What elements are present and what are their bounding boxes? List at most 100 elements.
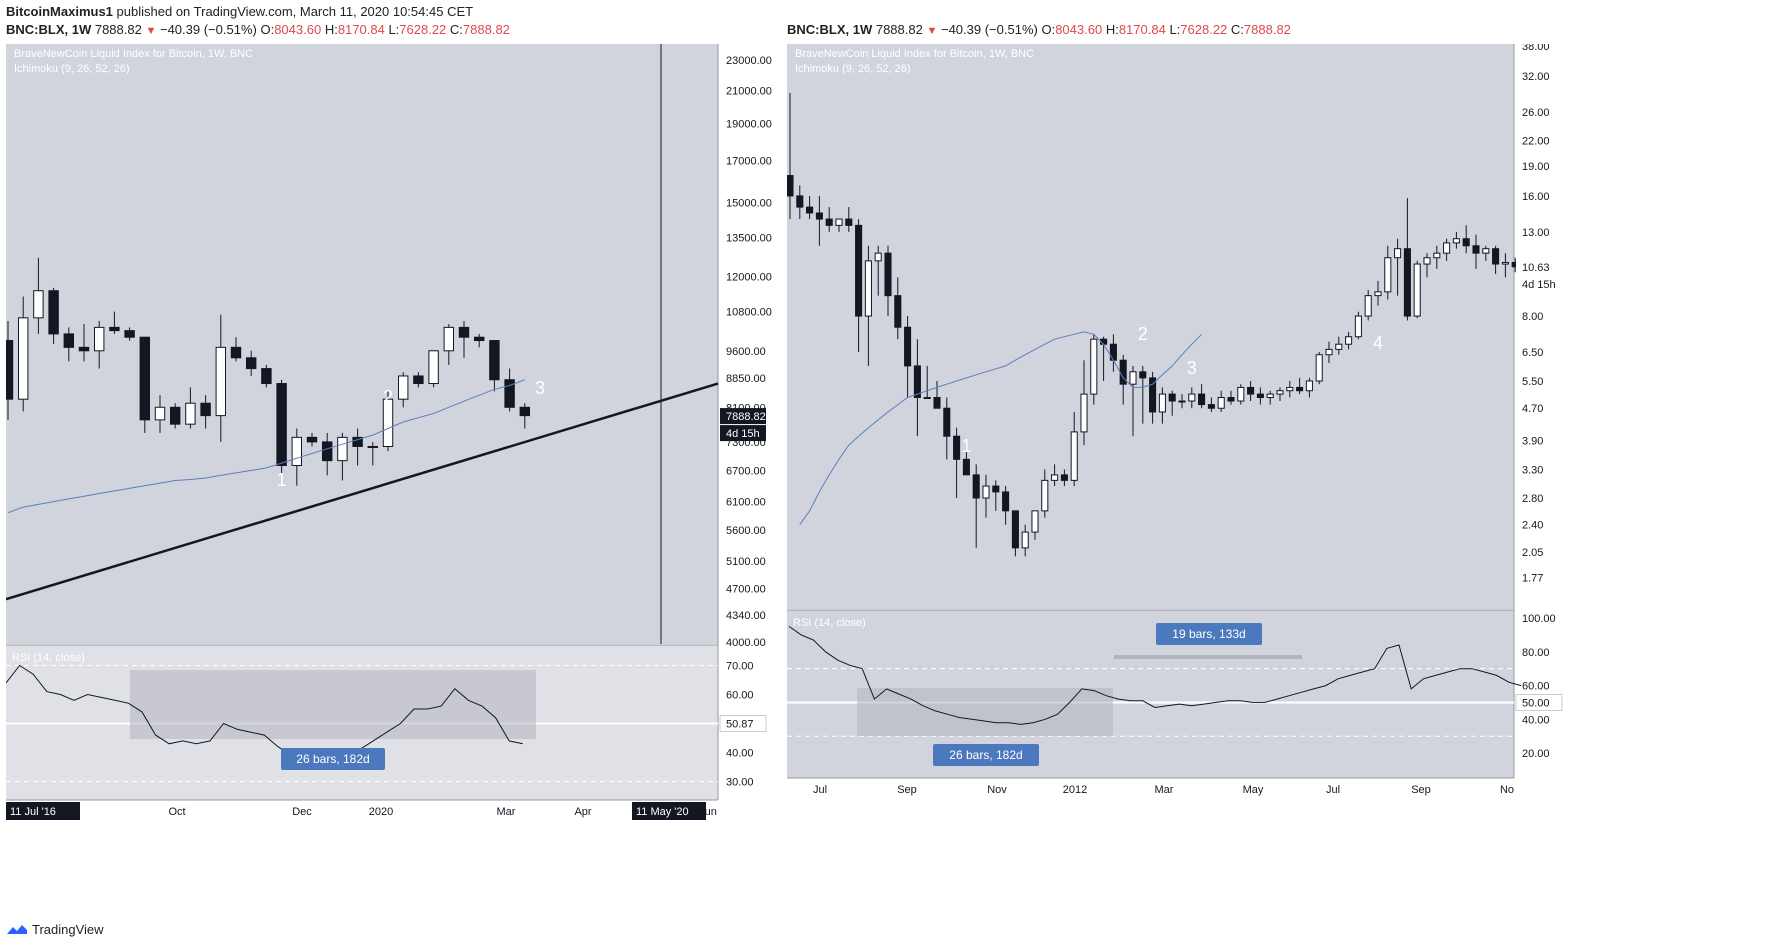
footer-brand[interactable]: TradingView	[32, 922, 104, 937]
author-name[interactable]: BitcoinMaximus1	[6, 4, 113, 19]
candle-body	[1237, 386, 1245, 402]
right-chart[interactable]: BraveNewCoin Liquid Index for Bitcoin, 1…	[787, 44, 1777, 912]
price-tick-label: 2.80	[1522, 493, 1543, 505]
candle-body	[825, 218, 833, 226]
candle-body	[904, 326, 912, 367]
rsi-tick-label: 30.00	[726, 777, 754, 789]
candle-body	[109, 326, 120, 332]
candle-body	[1384, 257, 1392, 293]
candle-body	[1403, 248, 1411, 317]
left-l-label: L:	[388, 22, 400, 37]
candle-body	[1296, 386, 1304, 392]
countdown-box	[1516, 275, 1562, 292]
candle-body	[1364, 295, 1372, 317]
tradingview-logo-icon	[7, 924, 27, 934]
last-price-label: 10.63	[1522, 262, 1550, 274]
rsi-tick-label: 100.00	[1522, 613, 1556, 625]
candle-body	[185, 402, 196, 425]
candle-body	[1374, 291, 1382, 297]
date-range-box	[130, 670, 536, 739]
candle-body	[1227, 397, 1235, 402]
price-tick-label: 5600.00	[726, 525, 766, 537]
rsi-last-box	[1515, 694, 1563, 711]
last-price-box	[720, 408, 766, 425]
candle-body	[1080, 393, 1088, 433]
candle-body	[154, 406, 166, 421]
candle-body	[1188, 393, 1196, 402]
candle-body	[63, 333, 75, 348]
price-tick-label: 9600.00	[726, 346, 766, 358]
candle-body	[1462, 238, 1470, 247]
price-tick-label: 38.00	[1522, 44, 1550, 53]
candle-body	[504, 379, 515, 408]
candle-body	[1247, 386, 1255, 395]
left-close: 7888.82	[462, 22, 510, 37]
rsi-last-label: 50.87	[726, 719, 754, 731]
time-tick-label: Mar	[1155, 784, 1174, 796]
right-c-label: C:	[1230, 22, 1244, 37]
time-tick-label: No	[1500, 784, 1514, 796]
rsi-label: RSI (14, close)	[793, 617, 866, 629]
candle-body	[1256, 393, 1264, 399]
rsi-tick-label: 60.00	[1522, 681, 1550, 693]
time-tick-label: Jun	[699, 806, 717, 818]
candle-body	[982, 485, 990, 499]
time-marker-label: 11 Jul '16	[10, 806, 56, 818]
chart-title: BraveNewCoin Liquid Index for Bitcoin, 1…	[14, 48, 253, 60]
candle-body	[1266, 393, 1274, 399]
candle-body	[855, 224, 863, 317]
candle-body	[1501, 261, 1509, 265]
candle-body	[874, 252, 882, 262]
candle-body	[1139, 371, 1147, 379]
price-tick-label: 16.00	[1522, 191, 1550, 203]
time-marker-box	[6, 802, 80, 820]
time-tick-label: Oct	[168, 806, 185, 818]
candle-body	[1060, 474, 1068, 481]
wave-number-label: 4	[1373, 333, 1383, 353]
price-tick-label: 2.40	[1522, 520, 1543, 532]
candle-body	[382, 398, 394, 447]
right-o-label: O:	[1041, 22, 1056, 37]
indicator-label: Ichimoku (9, 26, 52, 26)	[14, 63, 130, 75]
price-tick-label: 13500.00	[726, 232, 772, 244]
left-symbol-line: BNC:BLX, 1W 7888.82 ▼ −40.39 (−0.51%) O:…	[6, 22, 510, 37]
time-tick-label: Sep	[1411, 784, 1431, 796]
rsi-tick-label: 40.00	[1522, 714, 1550, 726]
last-price-label: 7888.82	[726, 411, 766, 423]
candle-body	[1492, 248, 1500, 265]
candle-body	[519, 406, 531, 417]
candle-body	[962, 458, 970, 476]
candle-body	[923, 397, 931, 400]
candle-body	[428, 350, 439, 385]
left-h-label: H:	[324, 22, 338, 37]
candle-body	[1070, 431, 1078, 481]
chart-title: BraveNewCoin Liquid Index for Bitcoin, 1…	[795, 48, 1034, 60]
candle-body	[953, 435, 961, 460]
left-chart[interactable]: BraveNewCoin Liquid Index for Bitcoin, 1…	[6, 44, 782, 912]
left-change: −40.39 (−0.51%)	[159, 22, 257, 37]
candle-body	[845, 218, 853, 226]
candle-body	[1207, 404, 1215, 409]
left-o-label: O:	[260, 22, 275, 37]
candle-body	[367, 445, 379, 448]
candle-body	[245, 357, 257, 370]
price-tick-label: 10800.00	[726, 307, 772, 319]
candle-body	[972, 474, 980, 499]
candle-body	[6, 340, 14, 400]
price-tick-label: 22.00	[1522, 136, 1550, 148]
range-label-box	[933, 744, 1039, 766]
support-trendline[interactable]	[6, 382, 719, 601]
rsi-line	[788, 625, 1522, 725]
candle-body	[443, 326, 455, 352]
countdown-box	[720, 425, 766, 442]
publish-info: published on TradingView.com, March 11, …	[116, 4, 474, 19]
candle-body	[397, 375, 409, 400]
candle-body	[169, 406, 181, 425]
candle-body	[1011, 510, 1019, 549]
candle-body	[1443, 242, 1451, 254]
date-range-bar	[1114, 655, 1302, 659]
candle-body	[1335, 343, 1343, 350]
candle-body	[806, 206, 814, 214]
candle-body	[489, 340, 500, 381]
price-tick-label: 4340.00	[726, 610, 766, 622]
